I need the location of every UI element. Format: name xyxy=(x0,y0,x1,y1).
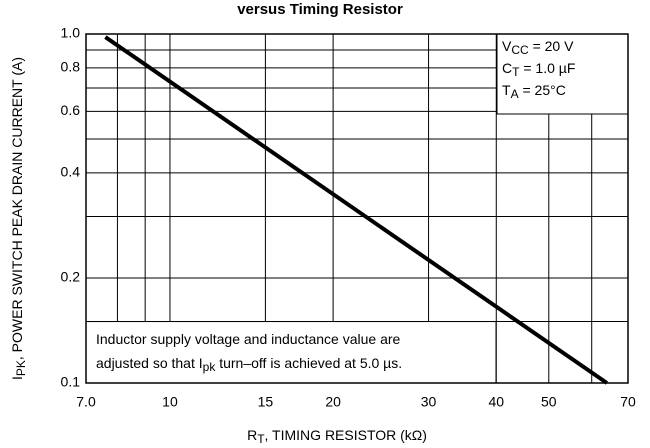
y-tick-label: 0.1 xyxy=(61,374,81,390)
condition-sub: A xyxy=(511,87,519,101)
note-part: turn–off is achieved at 5.0 µs. xyxy=(215,355,402,371)
note: Inductor supply voltage and inductance v… xyxy=(96,331,401,347)
x-axis-label: RT, TIMING RESISTOR (kΩ) xyxy=(247,427,427,446)
note: adjusted so that Ipk turn–off is achieve… xyxy=(96,355,402,374)
x-axis-label-part: R xyxy=(247,427,257,443)
condition-sub: T xyxy=(512,65,520,79)
x-tick-label: 15 xyxy=(258,394,274,410)
y-axis-label-sub: PK xyxy=(14,360,28,376)
condition-part: = 1.0 µF xyxy=(519,60,575,76)
x-tick-label: 20 xyxy=(325,394,341,410)
y-tick-label: 0.8 xyxy=(61,59,81,75)
x-tick-label: 7.0 xyxy=(76,394,96,410)
plot-frame xyxy=(85,33,629,384)
condition-part: = 25°C xyxy=(519,82,566,98)
condition: CT = 1.0 µF xyxy=(502,60,575,79)
y-tick-label: 0.4 xyxy=(61,164,81,180)
data-line xyxy=(104,35,609,385)
condition-part: = 20 V xyxy=(529,38,574,54)
note-part: Inductor supply voltage and inductance v… xyxy=(96,331,401,347)
conditions-box xyxy=(496,33,629,115)
condition: VCC = 20 V xyxy=(502,38,574,57)
condition-sub: CC xyxy=(511,43,529,57)
y-tick-label: 0.6 xyxy=(61,102,81,118)
x-tick-label: 50 xyxy=(541,394,557,410)
x-tick-label: 70 xyxy=(620,394,636,410)
y-axis-label-part: I xyxy=(9,376,25,380)
x-axis-label-sub: T xyxy=(257,432,265,446)
y-axis-label: IPK, POWER SWITCH PEAK DRAIN CURRENT (A) xyxy=(9,57,28,380)
x-tick-label: 40 xyxy=(488,394,504,410)
x-axis-label-part: , TIMING RESISTOR (kΩ) xyxy=(265,427,427,443)
note-part: adjusted so that I xyxy=(96,355,203,371)
y-axis-label-part: , POWER SWITCH PEAK DRAIN CURRENT (A) xyxy=(9,57,25,360)
y-tick-label: 1.0 xyxy=(61,25,81,41)
x-tick-label: 30 xyxy=(421,394,437,410)
y-tick-label: 0.2 xyxy=(61,269,81,285)
note-sub: pk xyxy=(203,360,217,374)
condition: TA = 25°C xyxy=(502,82,566,101)
condition-part: T xyxy=(502,82,511,98)
chart-title: versus Timing Resistor xyxy=(237,1,403,18)
condition-part: V xyxy=(502,38,512,54)
condition-part: C xyxy=(502,60,512,76)
x-tick-label: 10 xyxy=(162,394,178,410)
